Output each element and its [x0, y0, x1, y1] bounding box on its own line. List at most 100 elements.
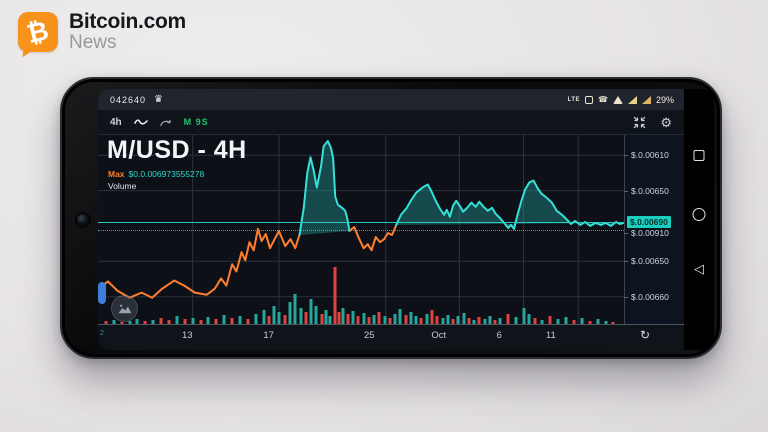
volume-bar [277, 312, 281, 324]
screenshot-icon [585, 95, 594, 104]
wifi-icon [612, 95, 623, 104]
refresh-icon[interactable]: ↻ [639, 328, 650, 342]
volume-histogram [98, 264, 624, 324]
time-axis-label: 2 [100, 330, 104, 337]
volume-bar [462, 313, 466, 324]
bitcoin-b-glyph: ₿ [24, 15, 52, 50]
volume-bar [514, 317, 518, 324]
volume-bar [267, 316, 271, 324]
volume-bar [604, 321, 608, 324]
volume-bar [377, 312, 381, 324]
volume-bar [333, 267, 337, 324]
volume-bar [430, 310, 434, 324]
price-axis-label: $.0.00610 [624, 150, 669, 161]
screen-content: 042640 ♛ LTE ☎ 29% 4h [98, 89, 684, 350]
gear-icon[interactable]: ⚙ [660, 114, 672, 130]
phone-device: 042640 ♛ LTE ☎ 29% 4h [60, 77, 722, 359]
volume-bar [388, 318, 392, 324]
back-button[interactable]: ◁ [694, 261, 704, 276]
current-price-tag: $.0.00690 [627, 215, 671, 228]
volume-bar [393, 314, 397, 324]
volume-bar [230, 318, 234, 324]
scroll-handle[interactable] [98, 282, 106, 304]
volume-bar [299, 308, 302, 324]
volume-bar [572, 320, 576, 324]
brand-text: Bitcoin.com News [69, 10, 186, 54]
volume-bar [293, 294, 297, 324]
brand-subtitle: News [69, 32, 117, 54]
price-axis-label: $.0.00650 [624, 256, 669, 267]
status-right: LTE ☎ 29% [568, 95, 674, 105]
volume-bar [548, 316, 552, 324]
chart-toolbar: 4h M 9S [98, 110, 684, 135]
volume-bar [446, 315, 450, 324]
volume-bar [527, 314, 531, 324]
current-price-line [98, 221, 624, 223]
volume-bar [493, 320, 497, 324]
volume-bar [611, 322, 615, 324]
gallery-button[interactable] [111, 295, 138, 322]
volume-bar [191, 318, 195, 324]
volume-bar [441, 318, 445, 324]
price-chart [98, 135, 624, 324]
crown-icon: ♛ [154, 93, 164, 105]
volume-bar [262, 310, 266, 324]
volume-bar [199, 320, 203, 324]
time-axis-label: 11 [545, 330, 556, 341]
time-axis[interactable]: 2 13 17 25 Oct 6 11 [98, 325, 594, 350]
volume-bar [362, 313, 366, 324]
time-axis-label: 17 [263, 330, 274, 341]
dotted-price-line [98, 230, 624, 232]
recents-button[interactable] [693, 150, 705, 161]
volume-bar [214, 319, 218, 324]
line-chart-icon[interactable] [133, 117, 148, 127]
volume-bar [588, 321, 592, 324]
volume-bar [467, 318, 471, 324]
collapse-icon[interactable] [633, 116, 646, 129]
time-axis-label: 6 [496, 330, 502, 341]
price-axis[interactable]: $.0.00610 $.0.00650 $.0.00690 $.0.00910 $.0.… [624, 135, 684, 324]
volume-bar [254, 314, 258, 324]
volume-bar [206, 317, 210, 324]
status-bar: 042640 ♛ LTE ☎ 29% [98, 89, 684, 110]
chart-title: M/USD - 4H [107, 136, 247, 164]
volume-bar [272, 306, 276, 324]
volume-bar [414, 316, 418, 324]
volume-bar [283, 315, 287, 324]
front-camera [77, 214, 89, 226]
volume-bar [522, 308, 526, 324]
volume-bar [112, 320, 116, 324]
volume-bar [472, 320, 476, 324]
volume-bar [506, 314, 510, 324]
volume-bar [135, 319, 139, 324]
volume-bar [309, 299, 313, 324]
volume-bar [341, 308, 345, 324]
home-button[interactable] [692, 208, 706, 221]
status-left: 042640 ♛ [110, 93, 164, 105]
volume-bar [498, 318, 502, 324]
toolbar-left: 4h M 9S [110, 117, 209, 128]
brand-name: Bitcoin.com [69, 10, 186, 33]
volume-bar [419, 318, 423, 324]
indicator-label[interactable]: M 9S [183, 117, 209, 127]
volume-bar [540, 320, 544, 324]
signal-icon-sim2 [641, 95, 651, 104]
volume-bar [222, 315, 226, 324]
time-axis-label: Oct [431, 330, 447, 341]
volume-bar [151, 320, 155, 324]
volume-bar [367, 317, 371, 324]
toolbar-right: ⚙ [633, 116, 672, 129]
volume-bar [246, 319, 250, 324]
signal-icon-sim1 [627, 95, 637, 104]
chart-main: M/USD - 4H Max $0.0.006973555278 Volume [98, 135, 684, 324]
volume-bar [477, 317, 481, 324]
volume-bar [556, 319, 560, 324]
volume-bar [398, 309, 402, 324]
volume-bar [159, 318, 163, 324]
redo-icon[interactable] [160, 118, 172, 127]
chart-plot-area[interactable]: M/USD - 4H Max $0.0.006973555278 Volume [98, 135, 624, 324]
volume-bar [346, 314, 350, 324]
volume-bar [304, 312, 308, 324]
interval-button[interactable]: 4h [110, 116, 122, 128]
volume-bar [356, 316, 360, 324]
